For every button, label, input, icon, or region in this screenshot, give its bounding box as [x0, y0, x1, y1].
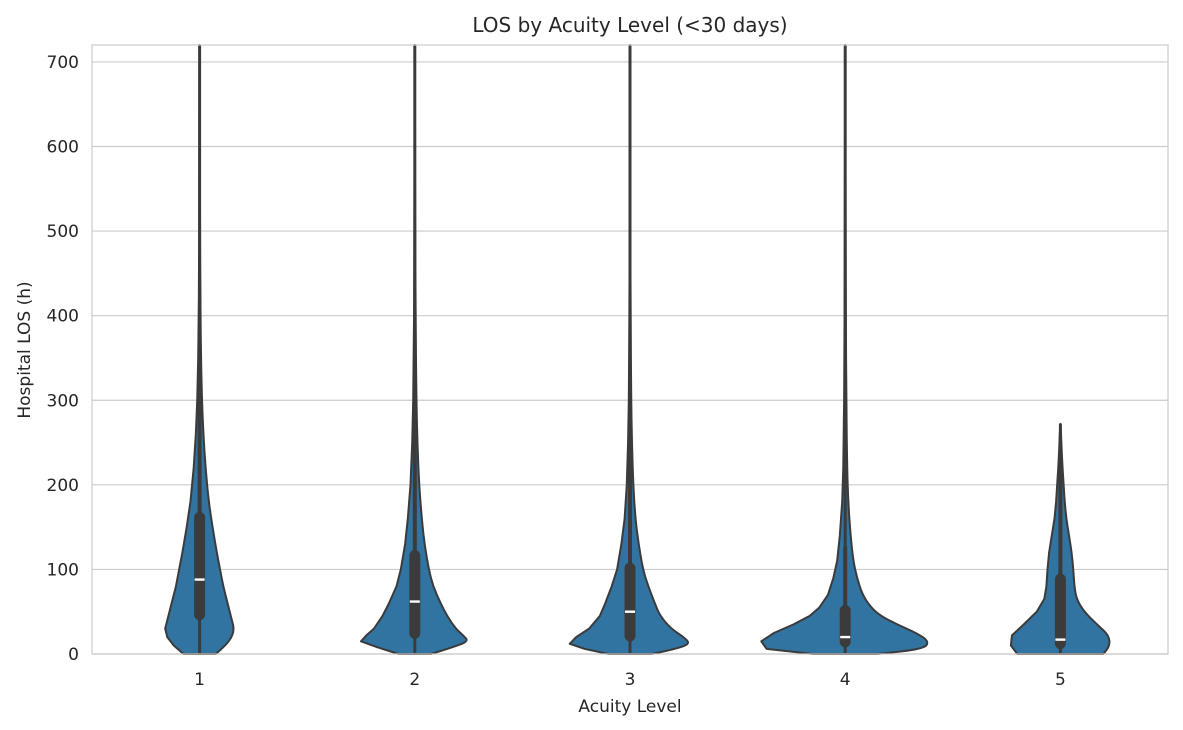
- y-tick-label: 200: [47, 476, 79, 496]
- x-tick-label: 2: [409, 670, 420, 690]
- y-tick-label: 0: [68, 645, 79, 665]
- y-axis-label: Hospital LOS (h): [15, 281, 35, 418]
- x-axis-label: Acuity Level: [578, 697, 681, 717]
- violin-iqr-box: [409, 549, 421, 639]
- violin-group: [164, 44, 235, 655]
- violin-iqr-box: [194, 511, 206, 621]
- y-tick-labels: 0 100 200 300 400 500 600 700: [47, 53, 79, 665]
- violins: [164, 44, 1111, 655]
- y-tick-label: 500: [47, 222, 79, 242]
- x-tick-labels: 1 2 3 4 5: [194, 670, 1066, 690]
- chart-title: LOS by Acuity Level (<30 days): [472, 13, 787, 37]
- y-tick-label: 100: [47, 560, 79, 580]
- violin-iqr-box: [839, 604, 851, 648]
- y-tick-label: 600: [47, 138, 79, 158]
- violin-group: [760, 44, 929, 655]
- violin-iqr-box: [624, 562, 636, 642]
- y-tick-label: 400: [47, 307, 79, 327]
- violin-group: [360, 44, 468, 655]
- violin-iqr-box: [1054, 573, 1066, 649]
- violin-group: [568, 44, 689, 655]
- violin-group: [1009, 422, 1111, 655]
- plot-frame: [91, 44, 1169, 655]
- x-tick-label: 3: [625, 670, 636, 690]
- x-tick-label: 1: [194, 670, 205, 690]
- y-tick-label: 700: [47, 53, 79, 73]
- x-tick-label: 5: [1055, 670, 1066, 690]
- y-tick-label: 300: [47, 391, 79, 411]
- x-tick-label: 4: [840, 670, 851, 690]
